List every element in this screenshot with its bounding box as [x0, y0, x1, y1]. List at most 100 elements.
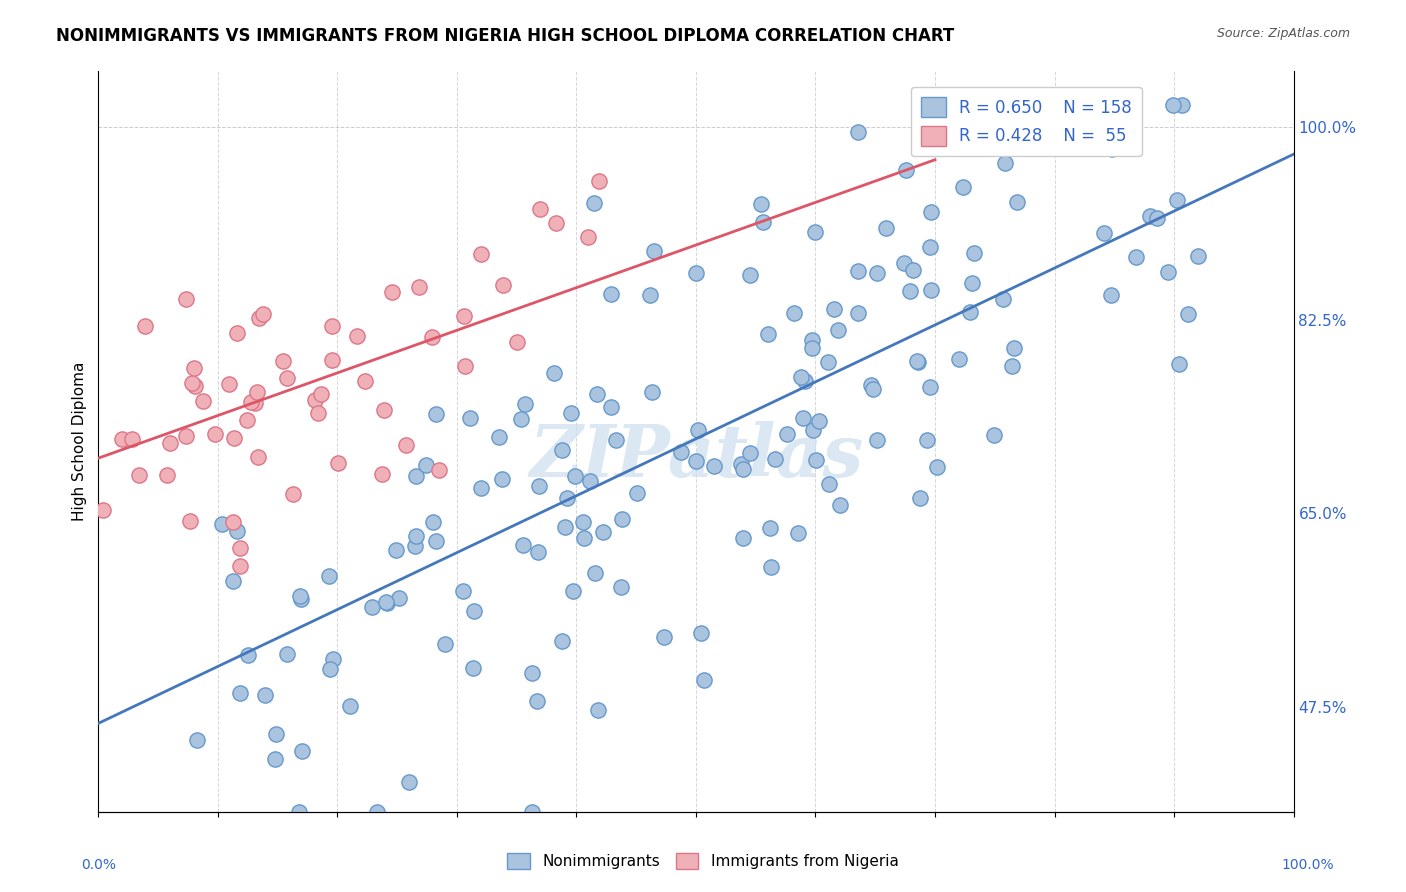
Nonimmigrants [579, 474, 602, 488]
Immigrants from Nigeria [174, 429, 197, 443]
Nonimmigrants [752, 215, 775, 229]
Immigrants from Nigeria [283, 487, 305, 501]
Nonimmigrants [562, 584, 585, 599]
Immigrants from Nigeria [427, 463, 450, 477]
Immigrants from Nigeria [576, 230, 599, 244]
Nonimmigrants [488, 429, 510, 443]
Nonimmigrants [984, 97, 1007, 112]
Nonimmigrants [600, 287, 623, 301]
Immigrants from Nigeria [93, 502, 115, 516]
Nonimmigrants [572, 515, 595, 529]
Nonimmigrants [422, 516, 444, 530]
Nonimmigrants [526, 694, 548, 708]
Nonimmigrants [555, 491, 578, 506]
Nonimmigrants [574, 531, 596, 545]
Nonimmigrants [915, 434, 938, 448]
Nonimmigrants [800, 341, 823, 355]
Nonimmigrants [1032, 97, 1054, 112]
Immigrants from Nigeria [245, 395, 267, 409]
Immigrants from Nigeria [307, 405, 329, 419]
Immigrants from Nigeria [394, 438, 416, 452]
Immigrants from Nigeria [229, 558, 252, 573]
Nonimmigrants [740, 268, 762, 282]
Text: NONIMMIGRANTS VS IMMIGRANTS FROM NIGERIA HIGH SCHOOL DIPLOMA CORRELATION CHART: NONIMMIGRANTS VS IMMIGRANTS FROM NIGERIA… [56, 27, 955, 45]
Nonimmigrants [520, 665, 543, 680]
Immigrants from Nigeria [276, 371, 298, 385]
Nonimmigrants [846, 125, 869, 139]
Immigrants from Nigeria [529, 202, 551, 217]
Nonimmigrants [803, 226, 825, 240]
Immigrants from Nigeria [246, 450, 269, 464]
Immigrants from Nigeria [373, 402, 395, 417]
Immigrants from Nigeria [453, 310, 475, 324]
Immigrants from Nigeria [191, 393, 214, 408]
Nonimmigrants [253, 688, 276, 702]
Nonimmigrants [226, 524, 249, 538]
Nonimmigrants [896, 162, 918, 177]
Nonimmigrants [756, 327, 779, 342]
Nonimmigrants [993, 155, 1015, 169]
Nonimmigrants [1168, 357, 1191, 371]
Nonimmigrants [827, 323, 849, 337]
Immigrants from Nigeria [321, 352, 343, 367]
Legend: Nonimmigrants, Immigrants from Nigeria: Nonimmigrants, Immigrants from Nigeria [502, 847, 904, 875]
Nonimmigrants [759, 559, 782, 574]
Nonimmigrants [1171, 97, 1194, 112]
Nonimmigrants [339, 698, 361, 713]
Nonimmigrants [733, 532, 755, 546]
Immigrants from Nigeria [246, 385, 269, 400]
Immigrants from Nigeria [134, 319, 156, 334]
Immigrants from Nigeria [544, 216, 567, 230]
Nonimmigrants [983, 427, 1005, 442]
Nonimmigrants [730, 457, 752, 471]
Nonimmigrants [962, 245, 984, 260]
Nonimmigrants [1099, 288, 1122, 302]
Immigrants from Nigeria [588, 174, 610, 188]
Nonimmigrants [520, 805, 543, 819]
Immigrants from Nigeria [492, 277, 515, 292]
Nonimmigrants [793, 374, 815, 388]
Nonimmigrants [288, 805, 311, 819]
Nonimmigrants [526, 545, 548, 559]
Nonimmigrants [322, 652, 344, 666]
Nonimmigrants [907, 354, 929, 368]
Immigrants from Nigeria [183, 379, 205, 393]
Nonimmigrants [434, 637, 457, 651]
Nonimmigrants [823, 302, 845, 317]
Immigrants from Nigeria [240, 395, 263, 409]
Nonimmigrants [600, 400, 623, 414]
Nonimmigrants [463, 604, 485, 618]
Nonimmigrants [901, 262, 924, 277]
Nonimmigrants [404, 540, 426, 554]
Nonimmigrants [776, 427, 799, 442]
Immigrants from Nigeria [236, 412, 259, 426]
Nonimmigrants [276, 647, 298, 661]
Nonimmigrants [554, 519, 576, 533]
Nonimmigrants [1146, 211, 1168, 225]
Nonimmigrants [510, 411, 533, 425]
Nonimmigrants [318, 569, 340, 583]
Nonimmigrants [550, 442, 572, 457]
Nonimmigrants [910, 491, 932, 505]
Nonimmigrants [609, 580, 631, 594]
Text: 100.0%: 100.0% [1281, 858, 1334, 872]
Nonimmigrants [236, 648, 259, 662]
Nonimmigrants [221, 574, 243, 588]
Nonimmigrants [948, 351, 970, 366]
Nonimmigrants [685, 266, 707, 280]
Nonimmigrants [807, 414, 830, 428]
Immigrants from Nigeria [222, 515, 245, 529]
Nonimmigrants [588, 703, 610, 717]
Nonimmigrants [738, 446, 761, 460]
Text: Source: ZipAtlas.com: Source: ZipAtlas.com [1216, 27, 1350, 40]
Nonimmigrants [1002, 341, 1025, 355]
Nonimmigrants [960, 276, 983, 290]
Immigrants from Nigeria [454, 359, 477, 374]
Nonimmigrants [669, 445, 692, 459]
Nonimmigrants [749, 196, 772, 211]
Nonimmigrants [786, 526, 808, 541]
Nonimmigrants [875, 220, 897, 235]
Immigrants from Nigeria [408, 280, 430, 294]
Nonimmigrants [862, 382, 884, 396]
Nonimmigrants [759, 521, 782, 535]
